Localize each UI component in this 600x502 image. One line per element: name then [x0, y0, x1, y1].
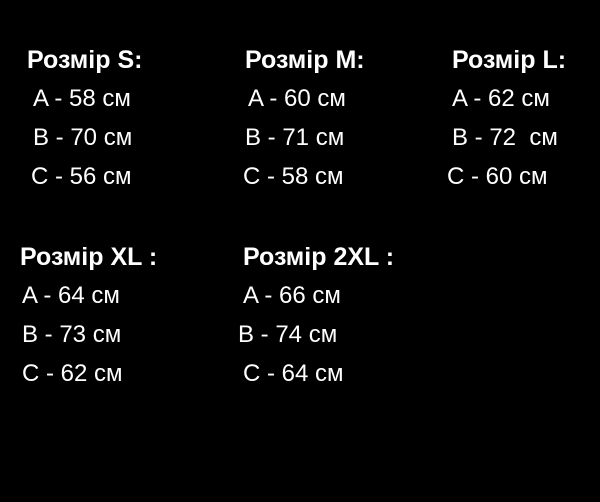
- measurement-c: C - 58 см: [243, 163, 344, 190]
- measurement-a: A - 62 см: [452, 85, 550, 112]
- measurement-b: B - 71 см: [245, 124, 345, 151]
- measurement-a: A - 64 см: [22, 282, 120, 309]
- measurement-a: A - 66 см: [243, 282, 341, 309]
- measurement-c: C - 62 см: [22, 360, 123, 387]
- measurement-b: B - 74 см: [238, 321, 338, 348]
- size-title: Розмір M:: [245, 46, 365, 74]
- measurement-c: C - 64 см: [243, 360, 344, 387]
- measurement-a: A - 58 см: [33, 85, 131, 112]
- size-title: Розмір XL :: [20, 243, 158, 271]
- measurement-b: B - 70 см: [33, 124, 133, 151]
- measurement-a: A - 60 см: [248, 85, 346, 112]
- measurement-c: C - 60 см: [447, 163, 548, 190]
- measurement-b: B - 72 см: [452, 124, 558, 151]
- size-title: Розмір 2XL :: [243, 243, 395, 271]
- size-title: Розмір L:: [452, 46, 567, 74]
- measurement-c: C - 56 см: [31, 163, 132, 190]
- size-title: Розмір S:: [27, 46, 143, 74]
- measurement-b: B - 73 см: [22, 321, 122, 348]
